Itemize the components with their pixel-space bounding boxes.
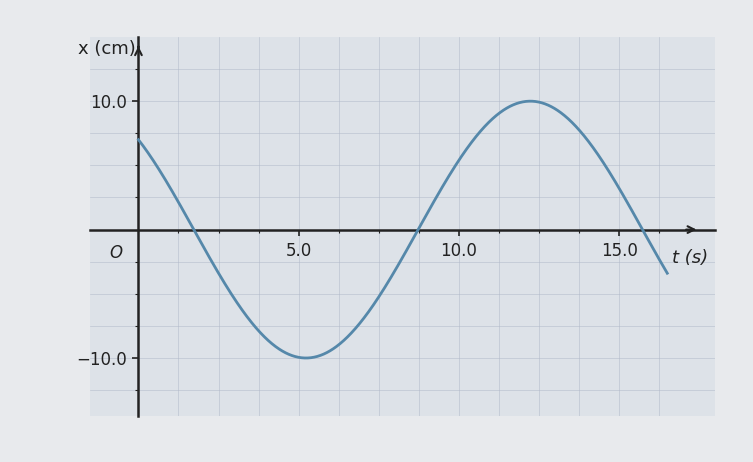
- Text: x (cm): x (cm): [78, 40, 136, 58]
- Text: O: O: [109, 244, 123, 261]
- Text: t (s): t (s): [672, 249, 708, 267]
